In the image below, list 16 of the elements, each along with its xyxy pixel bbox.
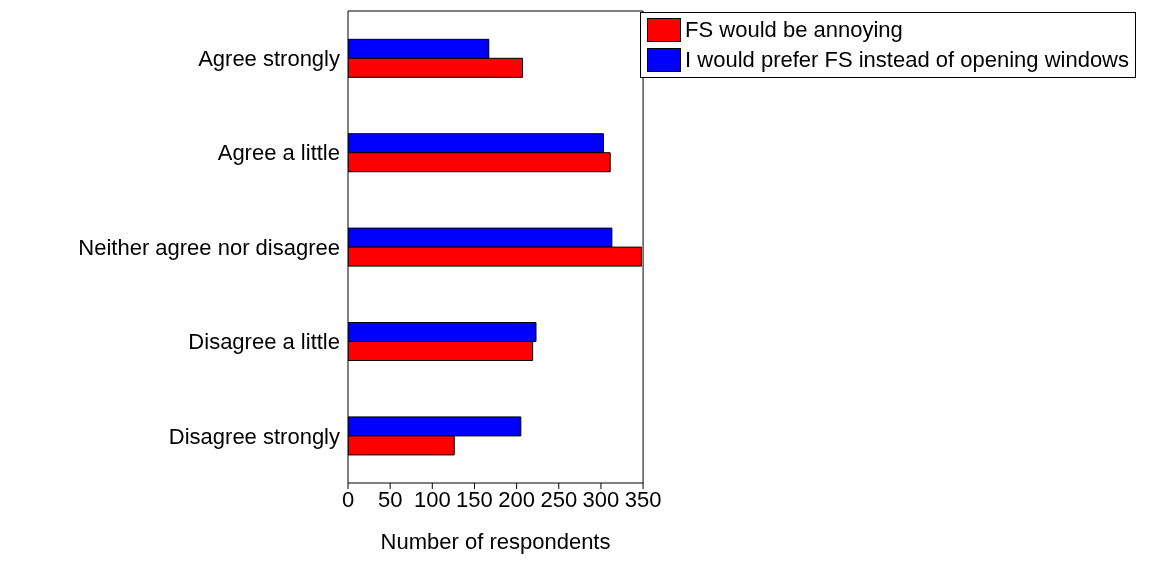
x-tick-label: 200 xyxy=(498,486,535,512)
x-axis-title: Number of respondents xyxy=(380,529,611,554)
x-tick-label: 250 xyxy=(540,486,578,512)
y-tick-label: Agree strongly xyxy=(198,46,340,72)
y-tick-label: Neither agree nor disagree xyxy=(78,234,340,260)
x-tick-label: 0 xyxy=(341,486,355,512)
y-tick-label: Agree a little xyxy=(217,140,340,166)
y-tick-label: Disagree strongly xyxy=(168,423,340,449)
x-tick-label: 350 xyxy=(624,486,662,512)
x-tick-label: 300 xyxy=(582,486,620,512)
x-tick-label: 150 xyxy=(456,486,493,512)
x-tick-label: 50 xyxy=(377,486,403,512)
legend-label: FS would be annoying xyxy=(685,16,903,44)
legend-label: I would prefer FS instead of opening windows xyxy=(685,46,1129,74)
x-tick-label: 100 xyxy=(413,486,451,512)
y-tick-label: Disagree a little xyxy=(188,329,340,355)
